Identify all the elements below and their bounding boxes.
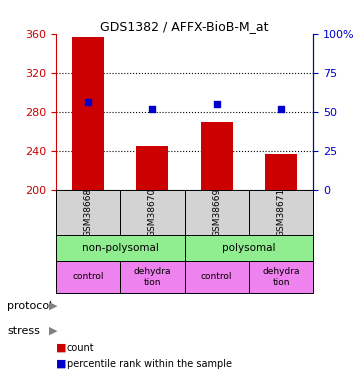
Bar <box>185 190 249 234</box>
Text: ▶: ▶ <box>49 301 57 310</box>
Bar <box>120 261 185 292</box>
Text: dehydra
tion: dehydra tion <box>262 267 300 286</box>
Bar <box>56 261 120 292</box>
Text: GSM38669: GSM38669 <box>212 188 221 237</box>
Text: ▶: ▶ <box>49 326 57 336</box>
Text: GSM38671: GSM38671 <box>276 188 285 237</box>
Text: ■: ■ <box>56 359 66 369</box>
Bar <box>249 190 313 234</box>
Bar <box>185 234 313 261</box>
Text: control: control <box>201 272 233 281</box>
Text: GSM38670: GSM38670 <box>148 188 157 237</box>
Text: GSM38668: GSM38668 <box>84 188 93 237</box>
Text: percentile rank within the sample: percentile rank within the sample <box>67 359 231 369</box>
Bar <box>56 190 120 234</box>
Text: non-polysomal: non-polysomal <box>82 243 159 253</box>
Bar <box>185 261 249 292</box>
Bar <box>201 122 233 190</box>
Bar <box>120 190 185 234</box>
Bar <box>265 154 297 190</box>
Point <box>278 106 284 112</box>
Point <box>214 101 220 107</box>
Bar <box>56 234 185 261</box>
Text: dehydra
tion: dehydra tion <box>134 267 171 286</box>
Point <box>149 106 155 112</box>
Text: polysomal: polysomal <box>222 243 276 253</box>
Title: GDS1382 / AFFX-BioB-M_at: GDS1382 / AFFX-BioB-M_at <box>100 20 269 33</box>
Text: ■: ■ <box>56 343 66 353</box>
Text: protocol: protocol <box>7 301 53 310</box>
Point <box>85 99 91 105</box>
Text: stress: stress <box>7 326 40 336</box>
Bar <box>72 37 104 190</box>
Text: control: control <box>72 272 104 281</box>
Text: count: count <box>67 343 94 353</box>
Bar <box>136 146 168 190</box>
Bar <box>249 261 313 292</box>
